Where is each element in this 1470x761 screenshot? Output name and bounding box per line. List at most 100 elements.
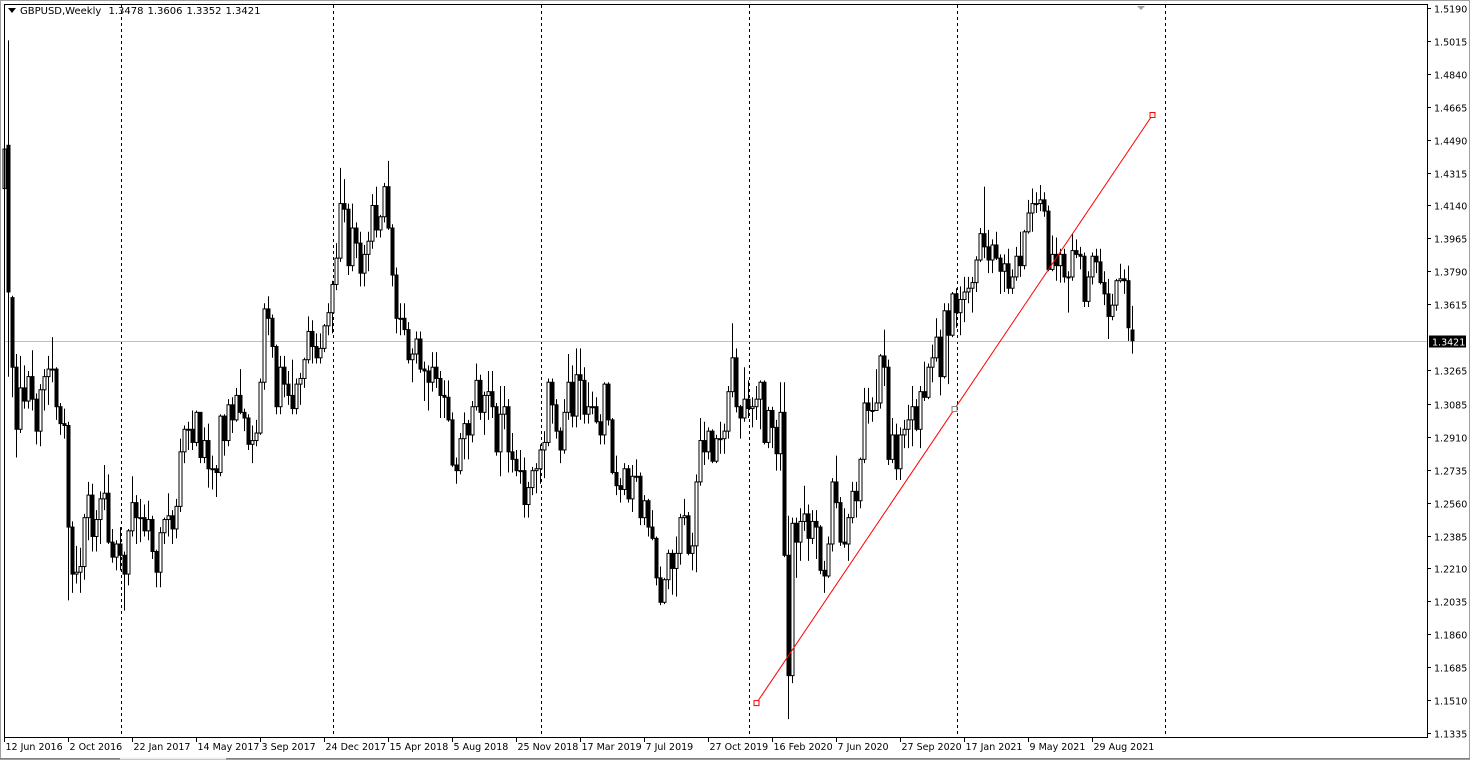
candle-body-bear [490,391,495,408]
candle-body-bull [498,413,503,453]
trendline-mid-handle[interactable] [951,406,958,413]
candle-body-bear [1042,199,1047,212]
candle-body-bull [918,391,923,430]
candle [958,286,963,336]
candle [102,465,107,511]
price-tick-label: 1.3790 [1434,268,1467,279]
candle-body-bear [806,513,811,539]
candle [538,444,543,484]
candle-body-bear [70,526,75,575]
candle-body-bear [478,379,483,413]
candle [318,333,323,364]
candle [202,427,207,464]
candle [554,399,559,439]
candle-body-bull [1114,280,1119,306]
trendline-group[interactable] [753,112,1156,707]
candle [1022,229,1027,270]
candle-body-bull [846,517,851,545]
candle-body-bull [298,377,303,385]
candle [834,455,839,509]
candle-body-bull [326,312,331,327]
candle-body-bull [890,434,895,460]
candle [170,510,175,544]
candle [850,481,855,524]
candle [702,421,707,466]
candle-body-bull [754,398,759,408]
candle-body-bear [922,391,927,398]
candle-body-bear [494,406,499,453]
candle-body-bear [450,419,455,466]
candle-body-bear [238,394,243,413]
candle [726,386,731,439]
candle [974,256,979,292]
candle [514,449,519,477]
candle-body-bull [1034,203,1039,206]
candle-body-bull [930,357,935,368]
candle [598,414,603,445]
candle-body-bear [1098,261,1103,284]
candle [530,466,535,496]
candle [674,536,679,597]
candle-body-bull [634,475,639,478]
candle-body-bear [358,242,363,274]
candle-body-bear [406,329,411,361]
candle [1098,248,1103,285]
candle [758,380,763,430]
candle [454,457,459,484]
candle [450,412,455,467]
candle-body-bull [182,428,187,453]
candle [330,280,335,334]
candle-body-bull [678,517,683,554]
candle [1062,248,1067,283]
trendline-end-handle[interactable] [1149,112,1156,119]
candle-body-bull [758,381,763,400]
candle-body-bull [18,387,23,430]
candle [818,525,823,575]
candle-body-bear [822,569,827,577]
candle [106,474,111,544]
candle-body-bull [234,394,239,421]
candle-body-bear [346,208,351,267]
candle-body-bull [526,487,531,505]
candle [998,254,1003,294]
candle [986,229,991,274]
candle [1030,188,1035,232]
candle [838,496,843,546]
candle [346,203,351,276]
price-tick-label: 1.5015 [1434,38,1467,49]
candle [562,399,567,454]
candle-body-bear [150,519,155,553]
dropdown-triangle-icon[interactable] [8,8,16,13]
candle-body-bull [210,468,215,471]
candle-body-bull [462,423,467,440]
candle [522,457,527,518]
candle-body-bull [698,440,703,483]
candle-body-bear [654,537,659,579]
price-axis[interactable]: 1.5190 1.5015 1.4840 1.4665 1.4490 1.4315 1.41… [1427,5,1467,741]
trendline-start-handle[interactable] [753,700,760,707]
candle-body-bull [990,244,995,261]
chart-shift-marker-icon[interactable] [1137,6,1145,10]
candle-body-bear [394,274,399,319]
candle [930,344,935,383]
candle-body-bull [978,233,983,261]
candle-body-bull [546,381,551,443]
candle [750,397,755,428]
candle-body-bull [590,406,595,409]
candle-body-bull [366,240,371,255]
candle-body-bear [446,396,451,421]
candle [402,303,407,336]
period-separators [121,5,1166,737]
price-tick-label: 1.4840 [1434,71,1467,82]
candle-body-bear [442,394,447,398]
candle-body-bear [426,370,431,383]
candle-body-bear [986,246,991,261]
candle [506,399,511,473]
candle-body-bear [122,554,127,575]
time-axis[interactable]: 12 Jun 2016 2 Oct 2016 22 Jan 2017 14 May 2… [4,737,1155,753]
candle-body-bear [274,346,279,408]
candle-body-bear [282,366,287,385]
candle [754,386,759,420]
candle-body-bull [742,398,747,419]
